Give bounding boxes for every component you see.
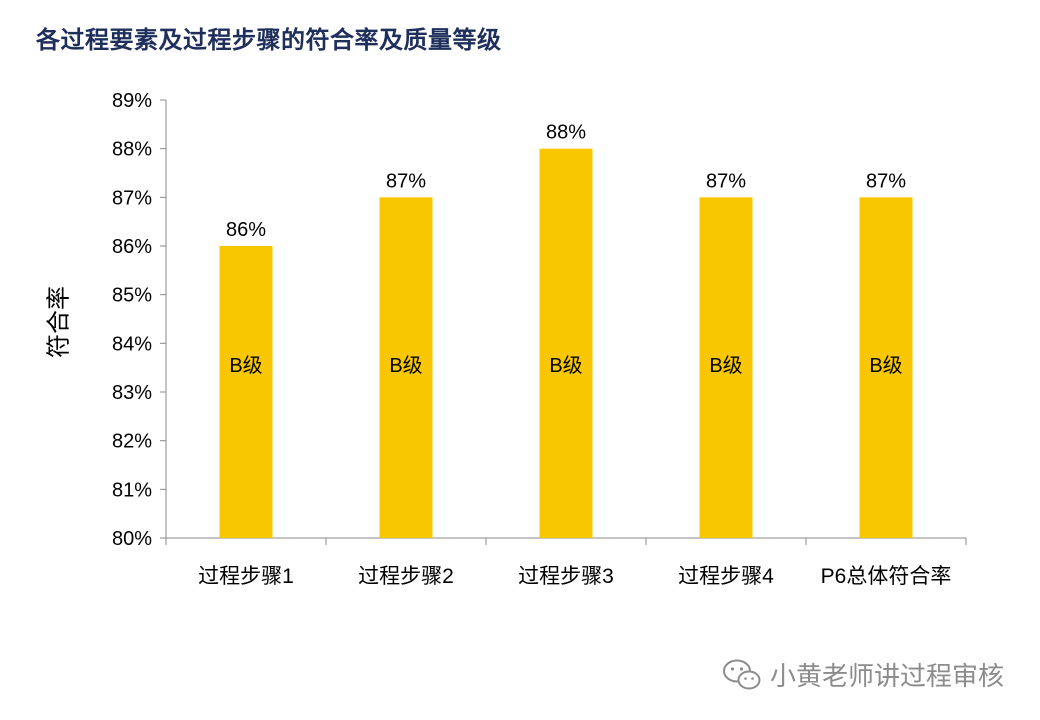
y-tick-label: 82% — [112, 431, 152, 453]
bar — [219, 246, 273, 538]
bar — [539, 148, 593, 538]
bar — [379, 197, 433, 539]
grade-label: B级 — [389, 354, 422, 377]
data-label: 86% — [226, 219, 266, 241]
y-tick-label: 86% — [112, 236, 152, 258]
y-tick-label: 81% — [112, 479, 152, 501]
y-tick-label: 84% — [112, 333, 152, 355]
grade-label: B级 — [709, 354, 742, 377]
y-tick-label: 89% — [112, 90, 152, 112]
data-label: 87% — [386, 170, 426, 192]
y-tick-label: 88% — [112, 139, 152, 161]
data-label: 88% — [546, 122, 586, 144]
y-tick-label: 83% — [112, 382, 152, 404]
y-tick-label: 85% — [112, 285, 152, 307]
bar — [699, 197, 753, 539]
grade-label: B级 — [869, 354, 902, 377]
data-label: 87% — [706, 170, 746, 192]
chart-title: 各过程要素及过程步骤的符合率及质量等级 — [36, 27, 502, 54]
y-tick-label: 87% — [112, 187, 152, 209]
x-tick-label: 过程步骤3 — [518, 565, 614, 588]
watermark: 小黄老师讲过程审核 — [722, 656, 1004, 693]
x-tick-label: 过程步骤4 — [678, 565, 774, 588]
wechat-icon — [722, 658, 762, 692]
grade-label: B级 — [229, 354, 262, 377]
x-tick-label: P6总体符合率 — [821, 565, 952, 588]
data-label: 87% — [866, 170, 906, 192]
grade-label: B级 — [549, 354, 582, 377]
bar — [859, 197, 913, 539]
y-tick-label: 80% — [112, 528, 152, 550]
watermark-text: 小黄老师讲过程审核 — [770, 661, 1005, 691]
x-tick-label: 过程步骤2 — [358, 565, 454, 588]
x-tick-label: 过程步骤1 — [198, 565, 294, 588]
